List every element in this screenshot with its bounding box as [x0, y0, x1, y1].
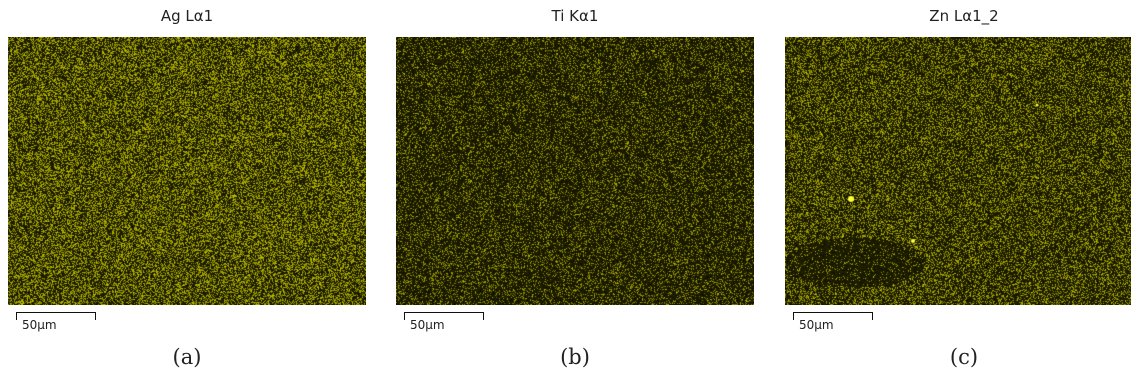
- scale-bar-label: 50µm: [410, 318, 445, 332]
- map-title-zn: Zn Lα1_2: [929, 7, 999, 25]
- panel-a: Ag Lα1 50µm (a): [8, 0, 366, 380]
- scale-bar-label: 50µm: [799, 318, 834, 332]
- scale-bar: [16, 312, 96, 320]
- panel-caption-b: (b): [560, 345, 590, 369]
- ag-element-map: [8, 37, 366, 305]
- panel-b: Ti Kα1 50µm (b): [396, 0, 754, 380]
- scale-bar-label: 50µm: [22, 318, 57, 332]
- map-title-ti: Ti Kα1: [551, 7, 599, 25]
- map-title-ag: Ag Lα1: [160, 7, 214, 25]
- panel-caption-c: (c): [949, 345, 979, 369]
- panel-caption-a: (a): [172, 345, 202, 369]
- panel-c: Zn Lα1_2 50µm (c): [785, 0, 1131, 380]
- scale-bar: [404, 312, 484, 320]
- scale-bar: [793, 312, 873, 320]
- ti-element-map: [396, 37, 754, 305]
- zn-element-map: [785, 37, 1131, 305]
